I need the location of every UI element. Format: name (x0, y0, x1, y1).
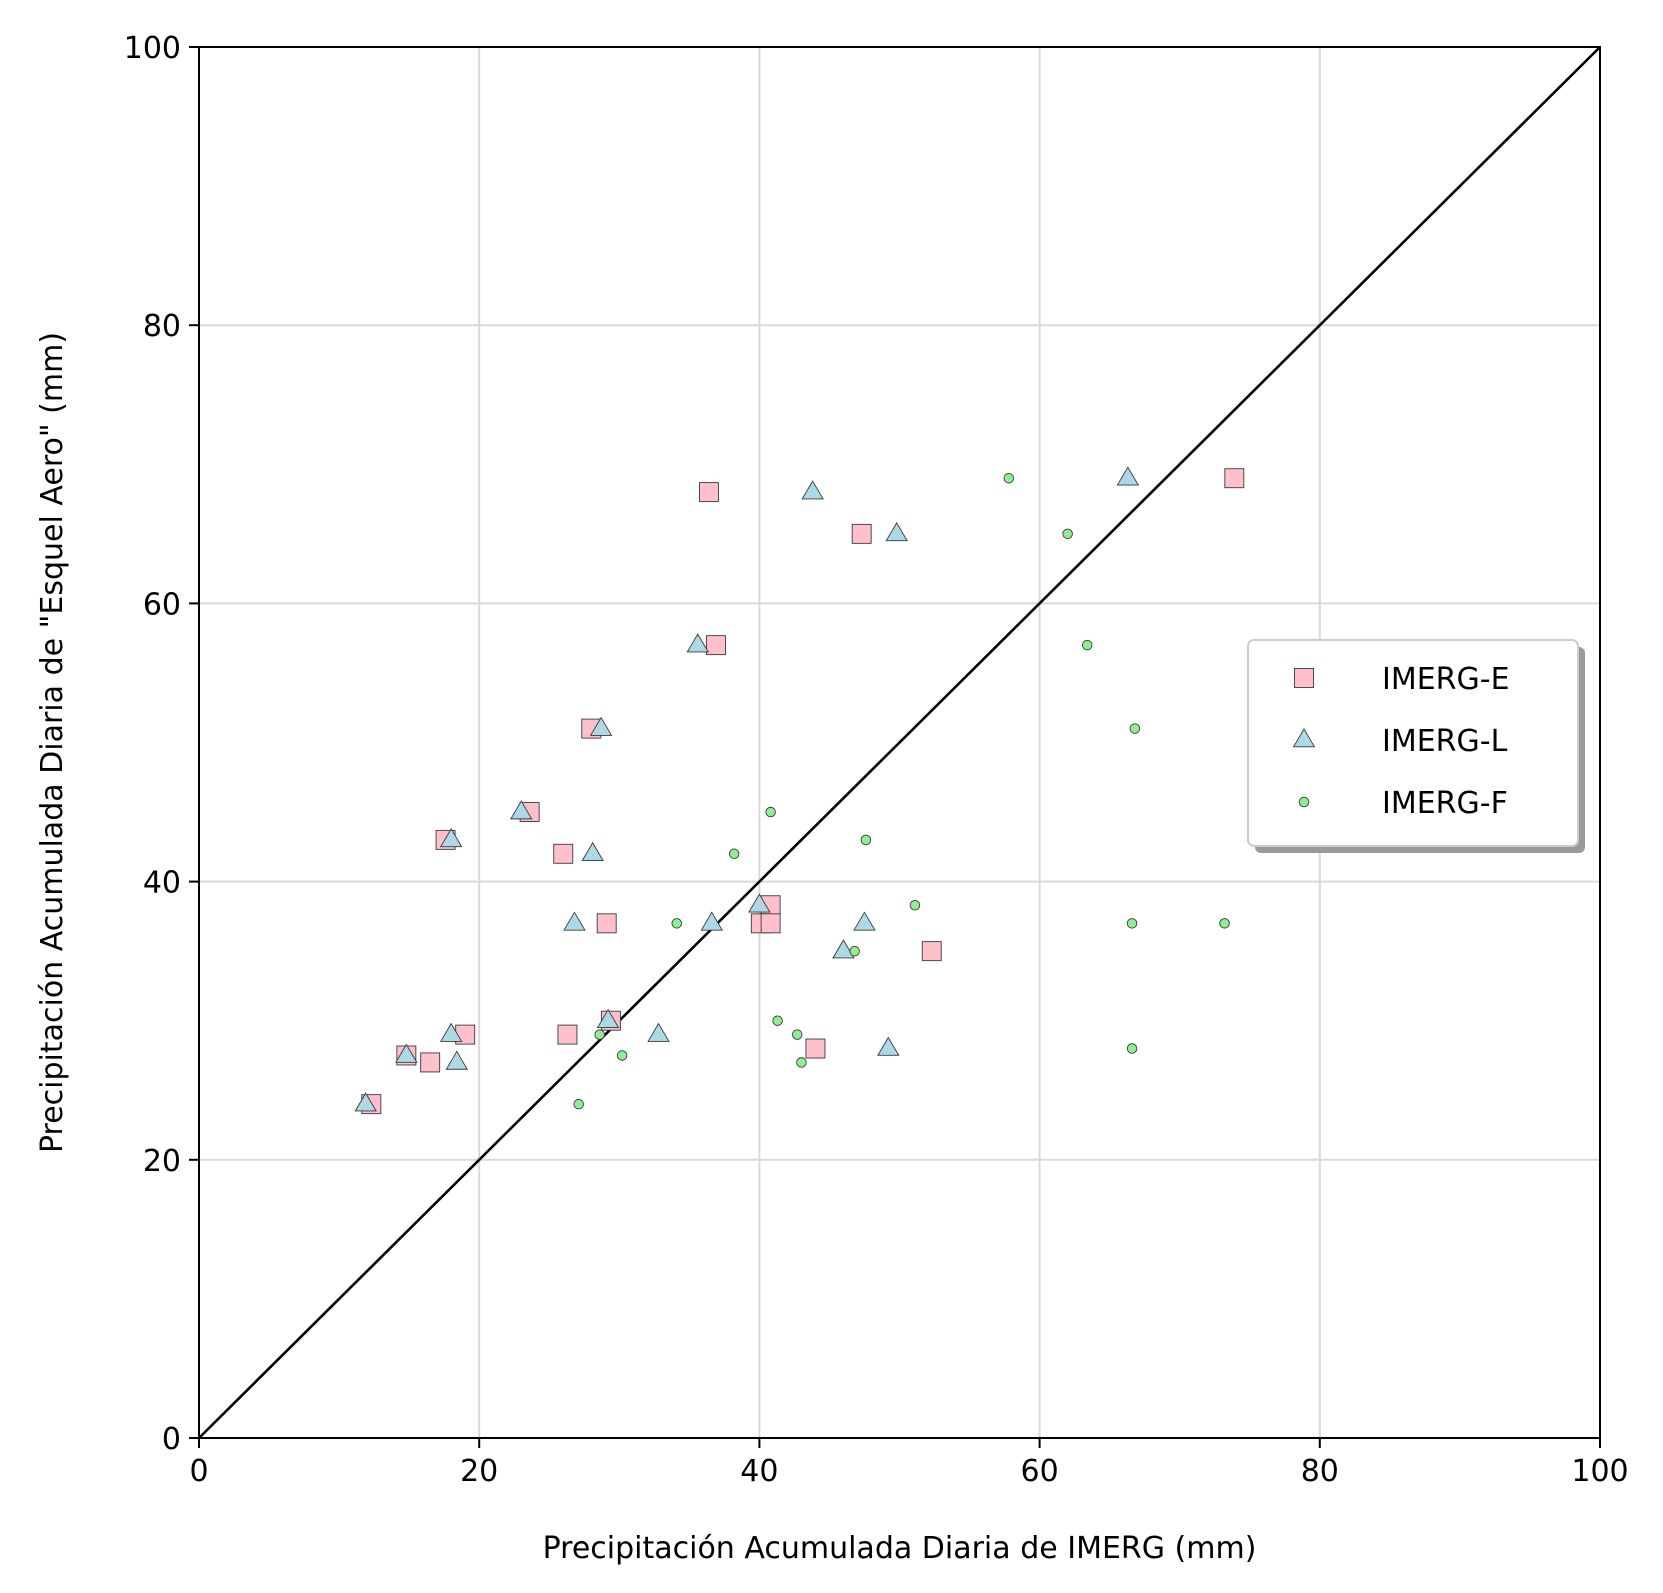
point-imerg-f (765, 806, 776, 818)
x-axis-label: Precipitación Acumulada Diaria de IMERG … (543, 1531, 1257, 1566)
legend: IMERG-E IMERG-L IMERG-F (1247, 639, 1585, 853)
point-imerg-f (573, 1098, 584, 1110)
point-imerg-e (851, 523, 872, 544)
point-imerg-e (553, 843, 574, 864)
point-imerg-e (921, 941, 942, 962)
legend-marker-imerg-f (1298, 796, 1310, 808)
point-imerg-l (589, 716, 613, 736)
x-tick-label: 20 (460, 1454, 498, 1489)
point-imerg-e (805, 1038, 826, 1059)
point-imerg-l (686, 633, 709, 653)
point-imerg-l (885, 521, 908, 542)
point-imerg-f (616, 1050, 628, 1061)
point-imerg-e (699, 482, 719, 503)
point-imerg-f (849, 945, 860, 957)
x-tick-label: 40 (740, 1454, 778, 1489)
legend-label-imerg-e: IMERG-E (1382, 662, 1510, 697)
point-imerg-f (791, 1029, 803, 1040)
point-imerg-l (801, 480, 824, 500)
axis-ticks: 0 20 40 60 80 100 0 20 40 60 80 100 (124, 31, 1629, 1489)
legend-box (1247, 639, 1579, 847)
point-imerg-l (748, 893, 771, 913)
point-imerg-f (1126, 918, 1138, 929)
x-tick-label: 0 (189, 1454, 208, 1489)
series-imerg-l (354, 466, 1140, 1112)
point-imerg-l (700, 911, 724, 931)
y-tick-label: 100 (124, 31, 181, 66)
y-tick-label: 40 (143, 866, 181, 901)
y-axis-label: Precipitación Acumulada Diaria de "Esque… (35, 332, 70, 1153)
y-tick-label: 80 (143, 309, 181, 344)
identity-reference-line (198, 46, 1601, 1439)
point-imerg-f (728, 848, 740, 860)
legend-marker-imerg-l (1292, 728, 1316, 748)
grid-lines (198, 46, 1601, 1439)
point-imerg-l (581, 841, 604, 862)
legend-marker-imerg-e (1294, 668, 1314, 688)
x-tick-label: 60 (1021, 1454, 1059, 1489)
point-imerg-e (760, 913, 781, 934)
point-imerg-f (1126, 1043, 1138, 1054)
point-imerg-l (563, 911, 586, 931)
series-imerg-f (573, 472, 1230, 1110)
legend-label-imerg-l: IMERG-L (1382, 724, 1508, 759)
point-imerg-f (796, 1057, 807, 1068)
point-imerg-l (1116, 466, 1140, 486)
y-tick-label: 20 (143, 1144, 181, 1179)
point-imerg-l (445, 1050, 469, 1070)
point-imerg-f (909, 899, 921, 911)
legend-label-imerg-f: IMERG-F (1382, 786, 1508, 821)
point-imerg-l (354, 1092, 377, 1112)
plot-frame (198, 46, 1601, 1439)
point-imerg-f (594, 1029, 605, 1040)
point-imerg-l (509, 800, 533, 820)
point-imerg-e (1224, 468, 1245, 489)
point-imerg-l (877, 1036, 900, 1056)
point-imerg-l (832, 939, 855, 959)
series-imerg-e (361, 468, 1245, 1115)
x-tick-label: 100 (1571, 1454, 1628, 1489)
point-imerg-l (596, 1008, 620, 1028)
point-imerg-f (1219, 918, 1230, 929)
point-imerg-f (1062, 528, 1073, 540)
point-imerg-f (1003, 472, 1015, 484)
point-imerg-e (557, 1024, 578, 1045)
point-imerg-l (647, 1022, 670, 1042)
point-imerg-f (772, 1015, 783, 1026)
point-imerg-e (596, 913, 617, 934)
point-imerg-l (439, 827, 463, 848)
point-imerg-f (1129, 723, 1141, 734)
point-imerg-l (853, 911, 876, 931)
y-tick-label: 60 (143, 587, 181, 622)
data-points (354, 466, 1245, 1115)
point-imerg-e (420, 1052, 441, 1073)
point-imerg-l (439, 1022, 463, 1042)
point-imerg-f (1081, 639, 1093, 651)
point-imerg-l (395, 1043, 418, 1063)
point-imerg-f (671, 918, 682, 929)
point-imerg-f (860, 834, 872, 846)
x-tick-label: 80 (1301, 1454, 1339, 1489)
y-tick-label: 0 (162, 1422, 181, 1457)
point-imerg-e (706, 635, 726, 656)
